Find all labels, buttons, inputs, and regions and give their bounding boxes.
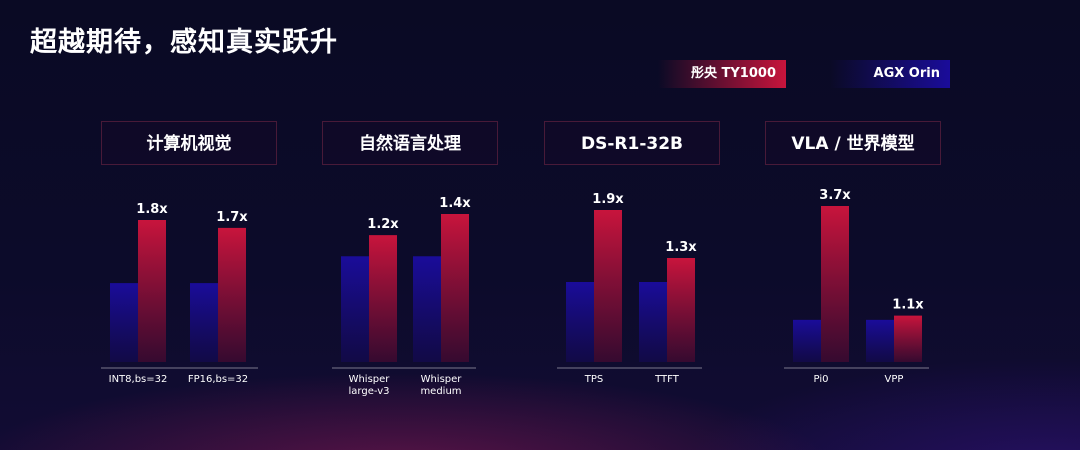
panel-title-nlp: 自然语言处理 [322, 121, 498, 165]
category-label: VPP [885, 374, 904, 385]
category-label: Whisper [421, 374, 463, 385]
bar-value-label: 1.7x [216, 210, 248, 225]
category-label: Pi0 [814, 374, 829, 385]
category-label: medium [420, 386, 461, 397]
category-label: INT8,bs=32 [109, 374, 168, 385]
category-label: large-v3 [349, 386, 390, 397]
bar-ty1000 [667, 258, 695, 362]
panel-title-cv: 计算机视觉 [101, 121, 277, 165]
bar-ty1000 [594, 210, 622, 362]
bar-agx-orin [110, 283, 138, 362]
bar-value-label: 1.1x [892, 298, 924, 313]
panel-title-ds: DS-R1-32B [544, 121, 720, 165]
panel-title-vla: VLA / 世界模型 [765, 121, 941, 165]
page-title: 超越期待，感知真实跃升 [30, 27, 338, 58]
bar-ty1000 [894, 315, 922, 362]
bar-value-label: 1.2x [367, 217, 399, 232]
bar-ty1000 [441, 214, 469, 362]
category-label: TTFT [654, 374, 680, 385]
bar-ty1000 [369, 235, 397, 362]
legend-ty1000: 彤央 TY1000 [658, 60, 786, 88]
bar-ty1000 [138, 220, 166, 362]
bar-value-label: 1.3x [665, 240, 697, 255]
category-label: TPS [584, 374, 604, 385]
bar-agx-orin [793, 319, 821, 362]
bar-agx-orin [413, 256, 441, 362]
category-label: Whisper [349, 374, 391, 385]
bar-agx-orin [866, 319, 894, 362]
bar-agx-orin [639, 282, 667, 362]
bar-ty1000 [821, 206, 849, 362]
bar-ty1000 [218, 227, 246, 362]
bar-value-label: 1.8x [136, 202, 168, 217]
legend-agx-orin: AGX Orin [830, 60, 950, 88]
bar-agx-orin [190, 283, 218, 362]
bar-agx-orin [566, 282, 594, 362]
bar-value-label: 3.7x [819, 188, 851, 203]
bar-agx-orin [341, 256, 369, 362]
bar-value-label: 1.4x [439, 196, 471, 211]
bar-value-label: 1.9x [592, 192, 624, 207]
category-label: FP16,bs=32 [188, 374, 248, 385]
